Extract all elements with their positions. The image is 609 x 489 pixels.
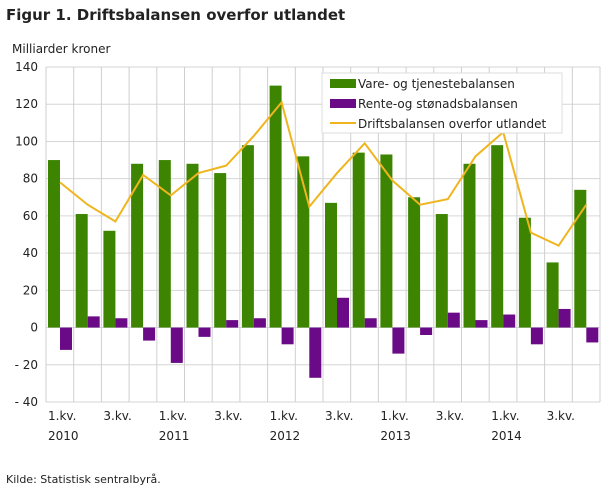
x-tick-year: 2012 bbox=[270, 429, 301, 443]
x-tick-label: 1.kv. bbox=[270, 409, 298, 423]
bar-vare-tjeneste bbox=[352, 152, 365, 328]
x-tick-label: 1.kv. bbox=[48, 409, 76, 423]
bar-rente-stonad bbox=[337, 297, 349, 328]
bar-rente-stonad bbox=[364, 318, 377, 328]
x-tick-label: 1.kv. bbox=[159, 409, 187, 423]
bar-rente-stonad bbox=[503, 314, 516, 328]
bar-rente-stonad bbox=[586, 327, 599, 343]
legend-swatch bbox=[330, 79, 356, 88]
x-tick-label: 3.kv. bbox=[325, 409, 353, 423]
bar-vare-tjeneste bbox=[214, 173, 227, 328]
y-tick-label: - 40 bbox=[15, 395, 38, 409]
y-tick-label: 40 bbox=[23, 246, 38, 260]
bar-vare-tjeneste bbox=[546, 262, 559, 328]
bar-vare-tjeneste bbox=[186, 163, 199, 328]
y-tick-label: 0 bbox=[30, 321, 38, 335]
bar-rente-stonad bbox=[309, 327, 322, 378]
bar-rente-stonad bbox=[253, 318, 266, 328]
bar-rente-stonad bbox=[170, 327, 183, 363]
y-tick-label: 140 bbox=[15, 60, 38, 74]
bar-vare-tjeneste bbox=[491, 145, 504, 328]
bar-vare-tjeneste bbox=[380, 154, 393, 328]
y-tick-label: 20 bbox=[23, 283, 38, 297]
y-tick-label: 60 bbox=[23, 209, 38, 223]
x-tick-year: 2011 bbox=[159, 429, 190, 443]
chart-title: Figur 1. Driftsbalansen overfor utlandet bbox=[6, 6, 346, 24]
legend-label: Rente-og stønadsbalansen bbox=[358, 97, 518, 111]
legend bbox=[321, 72, 563, 134]
y-tick-label: 80 bbox=[23, 172, 38, 186]
x-tick-label: 3.kv. bbox=[214, 409, 242, 423]
chart: 140 120 100 80 60 40 20 0 - 20 - 40 1.kv. 2010 3.kv.… bbox=[15, 60, 601, 443]
bar-vare-tjeneste bbox=[158, 160, 171, 328]
line-driftsbalansen bbox=[59, 100, 588, 247]
x-tick-year: 2013 bbox=[380, 429, 411, 443]
bar-vare-tjeneste bbox=[463, 163, 476, 328]
bar-vare-tjeneste bbox=[325, 202, 337, 328]
bar-vare-tjeneste bbox=[435, 214, 448, 328]
x-tick-label: 3.kv. bbox=[436, 409, 464, 423]
bar-vare-tjeneste bbox=[269, 85, 282, 328]
bar-rente-stonad bbox=[60, 327, 72, 350]
x-tick-label: 3.kv. bbox=[103, 409, 131, 423]
bar-rente-stonad bbox=[420, 327, 433, 335]
source-note: Kilde: Statistisk sentralbyrå. bbox=[6, 473, 161, 486]
x-tick-year: 2014 bbox=[491, 429, 522, 443]
bar-vare-tjeneste bbox=[408, 197, 421, 328]
y-tick-label: 120 bbox=[15, 97, 38, 111]
y-tick-label: - 20 bbox=[15, 358, 38, 372]
legend-swatch bbox=[330, 99, 356, 108]
bar-vare-tjeneste bbox=[131, 163, 144, 328]
y-tick-label: 100 bbox=[15, 134, 38, 148]
bar-vare-tjeneste bbox=[75, 214, 88, 328]
bar-rente-stonad bbox=[558, 308, 571, 328]
x-tick-label: 1.kv. bbox=[380, 409, 408, 423]
bar-rente-stonad bbox=[143, 327, 156, 341]
bar-rente-stonad bbox=[475, 320, 488, 328]
bar-rente-stonad bbox=[281, 327, 294, 345]
x-tick-label: 3.kv. bbox=[547, 409, 575, 423]
bar-vare-tjeneste bbox=[518, 217, 531, 328]
legend-label: Driftsbalansen overfor utlandet bbox=[358, 117, 546, 131]
bar-rente-stonad bbox=[447, 312, 460, 328]
bar-vare-tjeneste bbox=[241, 145, 254, 328]
bar-vare-tjeneste bbox=[574, 189, 587, 328]
legend-label: Vare- og tjenestebalansen bbox=[358, 77, 515, 91]
bar-rente-stonad bbox=[198, 327, 211, 337]
bar-rente-stonad bbox=[87, 316, 100, 328]
x-tick-year: 2010 bbox=[48, 429, 79, 443]
bar-rente-stonad bbox=[392, 327, 405, 354]
bar-rente-stonad bbox=[115, 318, 128, 328]
y-axis-label: Milliarder kroner bbox=[12, 42, 111, 56]
x-tick-label: 1.kv. bbox=[491, 409, 519, 423]
bar-vare-tjeneste bbox=[48, 160, 60, 328]
bar-rente-stonad bbox=[226, 320, 239, 328]
bar-vare-tjeneste bbox=[103, 230, 116, 328]
bar-rente-stonad bbox=[530, 327, 543, 345]
